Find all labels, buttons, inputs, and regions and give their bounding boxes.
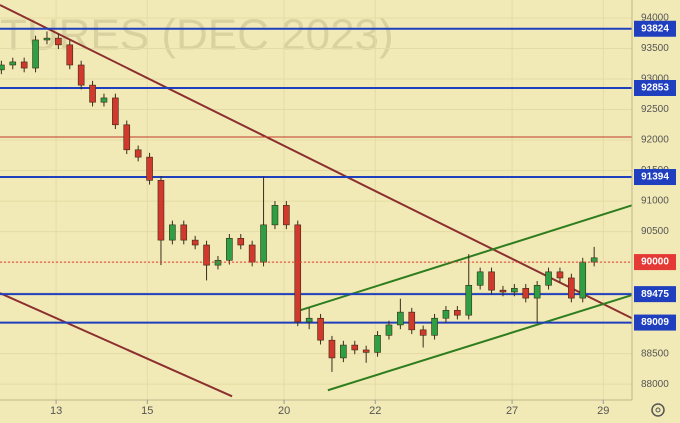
level-label-box [634, 20, 676, 37]
y-tick-label: 91000 [641, 196, 669, 207]
y-tick-label: 94000 [641, 13, 669, 24]
candle-body [77, 64, 85, 86]
x-tick-label: 15 [141, 405, 153, 417]
candle-body [511, 288, 518, 293]
candle-body [283, 205, 290, 226]
candle-body [203, 244, 210, 266]
watermark: TURES (DEC 2023) [0, 11, 394, 60]
trend-line [0, 4, 633, 320]
candle-body [134, 149, 142, 158]
candle-body [499, 289, 507, 293]
level-label-box [634, 79, 676, 96]
candle-body [226, 237, 233, 261]
trend-line [327, 294, 633, 392]
candle-body [408, 311, 416, 331]
candle-body [397, 311, 404, 326]
candle-body [55, 37, 62, 46]
y-tick-label: 88000 [641, 379, 669, 390]
candle-body [305, 317, 313, 323]
gear[interactable] [651, 403, 665, 417]
candle-body [454, 309, 461, 316]
y-tick-label: 92500 [641, 104, 669, 115]
candle-body [89, 84, 96, 103]
candle-body [317, 317, 324, 341]
candle-body [191, 239, 199, 246]
level-label: 92853 [641, 83, 669, 94]
candle-body [545, 271, 552, 286]
candle-body [579, 261, 587, 299]
candle-body [385, 324, 393, 336]
last-price-label: 90000 [641, 257, 669, 268]
candle-body [112, 97, 119, 126]
trend-line [299, 204, 633, 312]
candle-body [214, 259, 222, 266]
candle-body [590, 257, 598, 263]
y-tick-label: 93000 [641, 74, 669, 85]
plot-area: TURES (DEC 2023) [0, 0, 633, 400]
level-label-box [634, 286, 676, 303]
candle-body [374, 335, 381, 353]
level-label: 89475 [641, 289, 669, 300]
x-tick-label: 13 [50, 405, 62, 417]
candle-body [465, 284, 473, 316]
candle-body [180, 224, 188, 241]
candle-body [362, 349, 370, 353]
settings-icon[interactable] [651, 403, 665, 417]
candle-body [100, 97, 108, 103]
candle-body [522, 288, 530, 299]
x-tick-label: 20 [278, 405, 290, 417]
candle-body [533, 284, 541, 299]
candle-body [43, 37, 51, 41]
candle-body [556, 271, 564, 279]
candle-body [340, 344, 347, 359]
candle-body [9, 61, 17, 66]
candle-body [328, 339, 336, 359]
level-label-box [634, 169, 676, 186]
y-tick-label: 88500 [641, 348, 669, 359]
candle-body [271, 205, 279, 226]
candle-body [32, 39, 39, 69]
level-label-box [634, 314, 676, 331]
candle-body [20, 61, 28, 69]
level-label: 89009 [641, 317, 669, 328]
x-tick-label: 27 [506, 405, 518, 417]
candle-body [66, 44, 74, 66]
candle-body [157, 180, 165, 241]
y-tick-label: 92000 [641, 135, 669, 146]
candle-body [248, 244, 256, 263]
candle-body [351, 344, 359, 351]
candle-body [488, 271, 495, 291]
level-label: 93824 [641, 23, 669, 34]
candle-body [0, 64, 5, 71]
candle-body [294, 224, 302, 323]
candle-body [442, 309, 450, 319]
candle-body [169, 224, 176, 241]
candle-body [431, 317, 438, 336]
candle-body [419, 329, 427, 336]
trend-line [0, 292, 233, 398]
x-tick-label: 29 [597, 405, 609, 417]
candle-body [237, 237, 245, 246]
gear-center [655, 407, 661, 413]
candle-body [123, 124, 131, 151]
last-price-box [634, 254, 676, 271]
x-tick-label: 22 [369, 405, 381, 417]
y-tick-label: 93500 [641, 43, 669, 54]
candle-body [568, 277, 575, 299]
candle-body [260, 224, 267, 263]
candle-body [476, 271, 484, 286]
candle-body [146, 156, 153, 181]
y-tick-label: 90500 [641, 226, 669, 237]
level-label: 91394 [641, 172, 669, 183]
